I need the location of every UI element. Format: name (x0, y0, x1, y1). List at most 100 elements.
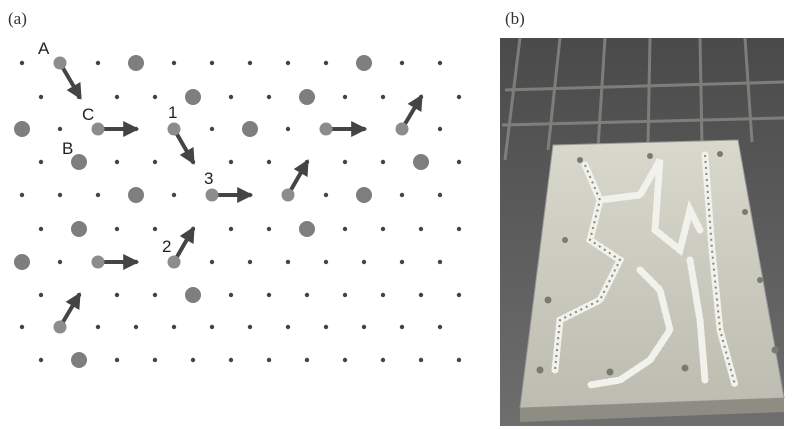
large-particle (299, 221, 315, 237)
lattice-site (324, 61, 328, 65)
lattice-site (153, 160, 157, 164)
lattice-site (267, 227, 271, 231)
lattice-site (248, 325, 252, 329)
lattice-site (343, 95, 347, 99)
lattice-site (115, 160, 119, 164)
lattice-site (419, 293, 423, 297)
figure: (a) (b) ABC123 (0, 0, 799, 429)
lattice-site (210, 325, 214, 329)
lattice-site (248, 260, 252, 264)
lattice-site (153, 227, 157, 231)
large-particle (128, 55, 144, 71)
lattice-site (438, 127, 442, 131)
lattice-site (286, 260, 290, 264)
moving-particle (282, 189, 295, 202)
lattice-site (153, 293, 157, 297)
lattice-site (96, 61, 100, 65)
large-particle (299, 89, 315, 105)
lattice-site (438, 325, 442, 329)
lattice-site (58, 127, 62, 131)
large-particle (71, 352, 87, 368)
lattice-site (229, 358, 233, 362)
lattice-site (438, 260, 442, 264)
lattice-site (381, 358, 385, 362)
lattice-site (343, 358, 347, 362)
lattice-site (438, 193, 442, 197)
lattice-site (39, 358, 43, 362)
lattice-site (229, 160, 233, 164)
moving-particle (396, 123, 409, 136)
moving-particle (168, 123, 181, 136)
lattice-site (172, 193, 176, 197)
lattice-site (229, 95, 233, 99)
lattice-site (96, 325, 100, 329)
lattice-site (457, 95, 461, 99)
annotation: 2 (162, 237, 171, 256)
lattice-site (457, 160, 461, 164)
lattice-site (58, 260, 62, 264)
large-particle (71, 154, 87, 170)
lattice-site (324, 325, 328, 329)
large-particle (413, 154, 429, 170)
lattice-site (400, 193, 404, 197)
moving-particle (54, 321, 67, 334)
lattice-site (39, 160, 43, 164)
lattice-site (172, 61, 176, 65)
lattice-site (305, 293, 309, 297)
lattice-site (267, 95, 271, 99)
large-particle (14, 254, 30, 270)
lattice-site (96, 193, 100, 197)
large-particle (242, 121, 258, 137)
lattice-site (457, 358, 461, 362)
lattice-site (343, 227, 347, 231)
annotation: 3 (204, 169, 213, 188)
lattice-site (381, 160, 385, 164)
lattice-site (400, 325, 404, 329)
large-particle (71, 221, 87, 237)
lattice-site (381, 293, 385, 297)
large-particle (356, 55, 372, 71)
panel-label: (b) (505, 9, 525, 28)
lattice-site (400, 260, 404, 264)
moving-particle (92, 123, 105, 136)
lattice-site (343, 293, 347, 297)
lattice-site (39, 293, 43, 297)
lattice-site (248, 61, 252, 65)
lattice-site (153, 358, 157, 362)
lattice-site (39, 95, 43, 99)
lattice-site (115, 358, 119, 362)
annotation: A (38, 39, 50, 58)
large-particle (356, 187, 372, 203)
lattice-site (362, 325, 366, 329)
large-particle (128, 187, 144, 203)
lattice-site (115, 95, 119, 99)
moving-particle (206, 189, 219, 202)
annotation: B (62, 139, 73, 158)
lattice-site (305, 358, 309, 362)
lattice-site (457, 227, 461, 231)
lattice-site (419, 227, 423, 231)
lattice-site (324, 193, 328, 197)
lattice-site (400, 61, 404, 65)
moving-particle (168, 256, 181, 269)
annotation: 1 (168, 103, 177, 122)
lattice-site (267, 160, 271, 164)
lattice-site (343, 160, 347, 164)
lattice-site (191, 358, 195, 362)
lattice-site (210, 61, 214, 65)
lattice-site (438, 61, 442, 65)
panel-label: (a) (8, 9, 27, 28)
lattice-site (362, 260, 366, 264)
lattice-site (229, 293, 233, 297)
lattice-site (115, 227, 119, 231)
lattice-site (20, 193, 24, 197)
moving-particle (92, 256, 105, 269)
moving-particle (54, 57, 67, 70)
lattice-site (58, 193, 62, 197)
lattice-site (229, 227, 233, 231)
lattice-site (267, 293, 271, 297)
moving-particle (320, 123, 333, 136)
lattice-site (267, 358, 271, 362)
lattice-site (20, 325, 24, 329)
